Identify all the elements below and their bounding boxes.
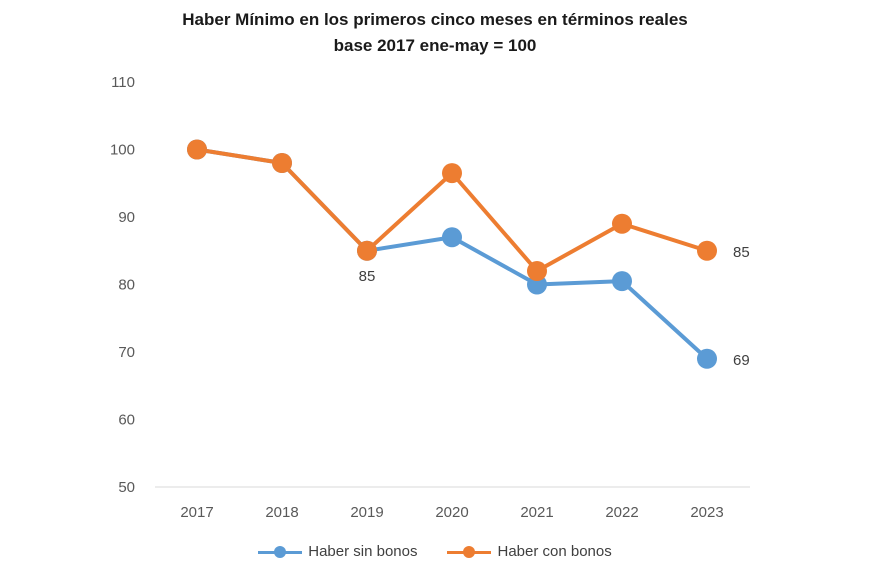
x-tick-label: 2023 bbox=[690, 504, 723, 521]
chart-title: Haber Mínimo en los primeros cinco meses… bbox=[182, 10, 688, 29]
y-tick-label: 90 bbox=[118, 209, 135, 226]
data-labels: 85 85 69 bbox=[359, 244, 750, 369]
data-point-1-5 bbox=[612, 213, 632, 234]
data-point-1-1 bbox=[272, 153, 292, 173]
legend-swatch-sin-bonos bbox=[258, 545, 303, 559]
chart-subtitle: base 2017 ene-may = 100 bbox=[333, 36, 537, 55]
legend-label-con-bonos: Haber con bonos bbox=[497, 543, 612, 560]
x-tick-label: 2022 bbox=[605, 504, 638, 521]
data-point-0-6 bbox=[697, 348, 717, 369]
x-tick-label: 2021 bbox=[520, 504, 553, 521]
y-tick-label: 50 bbox=[118, 479, 135, 496]
data-point-0-5 bbox=[612, 271, 632, 292]
legend: Haber sin bonos Haber con bonos bbox=[0, 543, 870, 560]
x-tick-label: 2018 bbox=[265, 504, 298, 521]
y-tick-label: 60 bbox=[118, 412, 135, 429]
data-point-1-3 bbox=[442, 163, 462, 184]
data-label: 69 bbox=[733, 352, 750, 369]
x-tick-label: 2020 bbox=[435, 504, 468, 521]
legend-item-con-bonos: Haber con bonos bbox=[447, 543, 612, 560]
data-point-1-2 bbox=[357, 240, 377, 261]
y-tick-label: 80 bbox=[118, 277, 135, 294]
legend-swatch-con-bonos bbox=[447, 545, 492, 559]
y-tick-label: 110 bbox=[111, 74, 135, 91]
data-point-1-6 bbox=[697, 240, 717, 261]
x-axis: 2017 2018 2019 2020 2021 2022 2023 bbox=[180, 504, 723, 521]
data-point-1-4 bbox=[527, 261, 547, 281]
y-axis: 50 60 70 80 90 100 110 bbox=[110, 74, 135, 496]
data-point-1-0 bbox=[187, 139, 207, 160]
data-point-0-3 bbox=[442, 227, 462, 248]
x-tick-label: 2019 bbox=[350, 504, 383, 521]
x-tick-label: 2017 bbox=[180, 504, 213, 521]
y-tick-label: 100 bbox=[110, 142, 135, 159]
y-tick-label: 70 bbox=[118, 344, 135, 361]
legend-marker bbox=[274, 545, 287, 558]
legend-item-sin-bonos: Haber sin bonos bbox=[258, 543, 417, 560]
data-label: 85 bbox=[733, 244, 750, 261]
legend-marker bbox=[463, 545, 476, 558]
data-label: 85 bbox=[359, 268, 376, 285]
series-points bbox=[187, 139, 717, 369]
legend-label-sin-bonos: Haber sin bonos bbox=[308, 543, 418, 560]
